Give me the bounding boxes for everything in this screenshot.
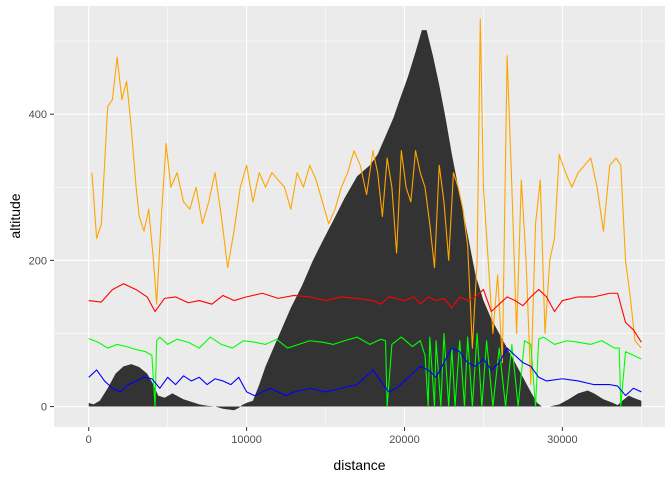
- series-blue-line: [88, 347, 642, 397]
- series-orange-line: [91, 18, 642, 386]
- x-axis-title: distance: [333, 457, 385, 473]
- ticks-layer: [50, 113, 563, 431]
- y-axis-title: altitude: [7, 193, 23, 238]
- x-tick-label: 10000: [231, 434, 262, 446]
- y-tick-label: 200: [29, 255, 47, 267]
- y-tick-label: 400: [29, 109, 47, 121]
- x-tick-label: 20000: [389, 434, 420, 446]
- area-layer: [88, 30, 642, 411]
- x-tick-label: 30000: [547, 434, 578, 446]
- altitude-area: [88, 30, 642, 411]
- series-red-line: [88, 283, 642, 343]
- tick-labels-layer: 0 10000 20000 30000 0 200 400: [29, 109, 578, 446]
- y-tick-label: 0: [41, 402, 47, 414]
- series-green-line: [88, 332, 642, 408]
- series-layer: [88, 18, 642, 408]
- x-tick-label: 0: [86, 434, 92, 446]
